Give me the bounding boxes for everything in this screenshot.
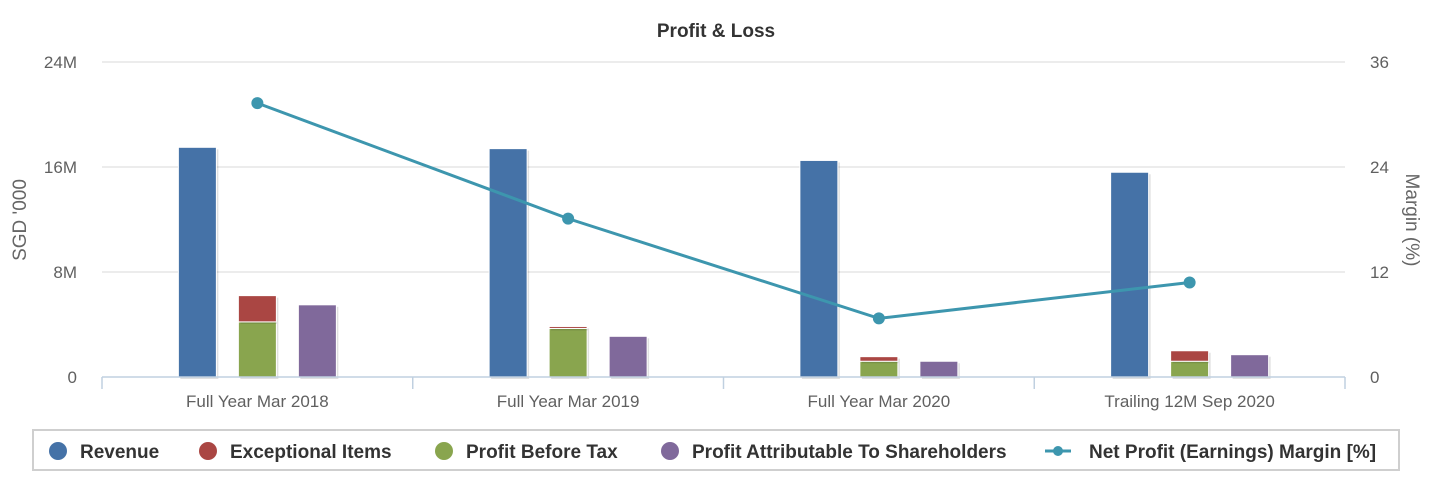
bar-revenue[interactable] (799, 159, 839, 378)
y-axis-title-right: Margin (%) (1401, 174, 1422, 267)
bar-exceptional-items[interactable] (548, 325, 588, 329)
legend-point-symbol (1053, 446, 1063, 456)
y-axis-title-left: SGD '000 (10, 179, 31, 261)
bar-profit-before-tax[interactable] (1170, 360, 1210, 378)
x-tick-label: Full Year Mar 2020 (808, 392, 951, 411)
x-tick-label: Full Year Mar 2018 (186, 392, 329, 411)
bar-revenue[interactable] (177, 146, 217, 378)
y-tick-label-right: 12 (1370, 263, 1389, 282)
legend-label[interactable]: Profit Before Tax (466, 442, 618, 463)
y-tick-label-right: 36 (1370, 53, 1389, 72)
legend-label[interactable]: Profit Attributable To Shareholders (692, 442, 1007, 463)
y-tick-label-left: 24M (44, 53, 77, 72)
legend-symbol (199, 442, 217, 460)
bar-shadow (551, 328, 590, 331)
bar-revenue[interactable] (1110, 171, 1150, 378)
y-tick-label-right: 0 (1370, 368, 1379, 387)
legend-symbol (661, 442, 679, 460)
x-tick-label: Full Year Mar 2019 (497, 392, 640, 411)
legend-label[interactable]: Net Profit (Earnings) Margin [%] (1089, 442, 1376, 463)
margin-point[interactable] (1183, 276, 1196, 289)
bar-revenue[interactable] (488, 148, 528, 378)
bar-profit-before-tax[interactable] (237, 321, 277, 378)
bar-exceptional-items[interactable] (859, 356, 899, 362)
margin-point[interactable] (872, 312, 885, 325)
legend-symbol (49, 442, 67, 460)
bar-profit-before-tax[interactable] (548, 327, 588, 378)
bar-profit-attributable-to-shareholders[interactable] (608, 335, 648, 378)
bar-profit-attributable-to-shareholders[interactable] (297, 304, 337, 378)
legend-label[interactable]: Exceptional Items (230, 442, 392, 463)
margin-point[interactable] (562, 212, 575, 225)
bar-exceptional-items[interactable] (1170, 350, 1210, 362)
legend-symbol (435, 442, 453, 460)
bar-profit-attributable-to-shareholders[interactable] (1230, 354, 1270, 378)
y-tick-label-right: 24 (1370, 158, 1389, 177)
y-tick-label-left: 0 (68, 368, 77, 387)
legend-label[interactable]: Revenue (80, 442, 159, 463)
chart-title: Profit & Loss (657, 21, 775, 42)
y-tick-label-left: 16M (44, 158, 77, 177)
bar-profit-before-tax[interactable] (859, 360, 899, 378)
x-tick-label: Trailing 12M Sep 2020 (1104, 392, 1274, 411)
bar-profit-attributable-to-shareholders[interactable] (919, 360, 959, 378)
legend-box (32, 429, 1400, 471)
bar-exceptional-items[interactable] (237, 295, 277, 323)
margin-point[interactable] (251, 97, 264, 110)
margin-line (256, 101, 1190, 320)
y-tick-label-left: 8M (53, 263, 77, 282)
legend: Revenue Exceptional Items Profit Before Ta… (32, 429, 1400, 471)
